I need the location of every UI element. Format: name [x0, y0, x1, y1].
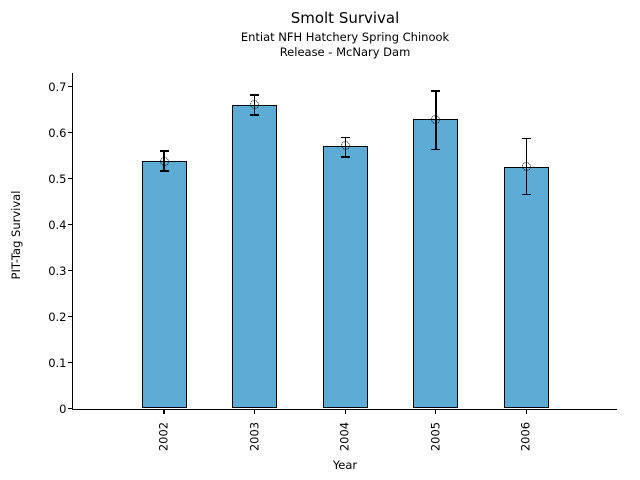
data-point-marker-2004 [340, 141, 350, 151]
error-cap-bottom-2004 [340, 156, 350, 158]
x-tick [435, 409, 437, 415]
y-tick-label: 0.3 [48, 263, 67, 278]
x-tick-label-2005: 2005 [428, 421, 443, 452]
y-tick [67, 85, 73, 88]
data-point-marker-2002 [159, 156, 169, 166]
y-tick [67, 407, 73, 410]
y-tick [67, 269, 73, 272]
y-tick [67, 361, 73, 364]
chart-subtitle-line2: Release - McNary Dam [279, 45, 411, 59]
bar-2006 [503, 166, 549, 409]
error-cap-bottom-2005 [431, 148, 441, 151]
error-cap-top-2006 [521, 137, 531, 140]
x-tick-label-2006: 2006 [518, 421, 533, 452]
error-cap-bottom-2006 [521, 193, 531, 196]
y-tick-label: 0 [59, 401, 67, 416]
data-point-marker-2006 [521, 162, 531, 172]
y-tick-label: 0.6 [48, 125, 67, 140]
x-tick-label-2003: 2003 [247, 421, 262, 452]
x-tick [525, 409, 527, 415]
y-tick-label: 0.1 [48, 355, 67, 370]
bar-2005 [413, 119, 459, 409]
error-cap-bottom-2003 [250, 114, 260, 116]
x-tick-label-2002: 2002 [156, 421, 171, 452]
x-axis-label: Year [332, 458, 358, 472]
y-tick-label: 0.4 [48, 217, 67, 232]
y-tick-label: 0.2 [48, 309, 67, 324]
y-axis-spine [72, 73, 74, 410]
y-tick-label: 0.7 [48, 79, 67, 94]
error-cap-top-2004 [340, 136, 350, 139]
chart-subtitle-line1: Entiat NFH Hatchery Spring Chinook [240, 30, 450, 44]
data-point-marker-2005 [431, 114, 441, 124]
x-tick [344, 409, 346, 415]
chart-title: Smolt Survival [290, 9, 400, 27]
y-tick [67, 177, 73, 180]
y-tick [67, 315, 73, 318]
x-tick [254, 409, 256, 415]
error-cap-top-2003 [250, 94, 260, 96]
error-cap-top-2002 [159, 150, 169, 152]
error-cap-bottom-2002 [159, 170, 169, 172]
data-point-marker-2003 [250, 100, 260, 110]
error-cap-top-2005 [431, 90, 441, 92]
x-tick [163, 409, 165, 415]
bar-2003 [232, 104, 278, 409]
bar-2004 [322, 145, 368, 409]
y-tick [67, 223, 73, 226]
x-tick-label-2004: 2004 [337, 421, 352, 452]
y-tick-label: 0.5 [48, 171, 67, 186]
y-tick [67, 131, 73, 134]
x-axis-spine [72, 408, 618, 410]
bar-2002 [141, 161, 187, 409]
